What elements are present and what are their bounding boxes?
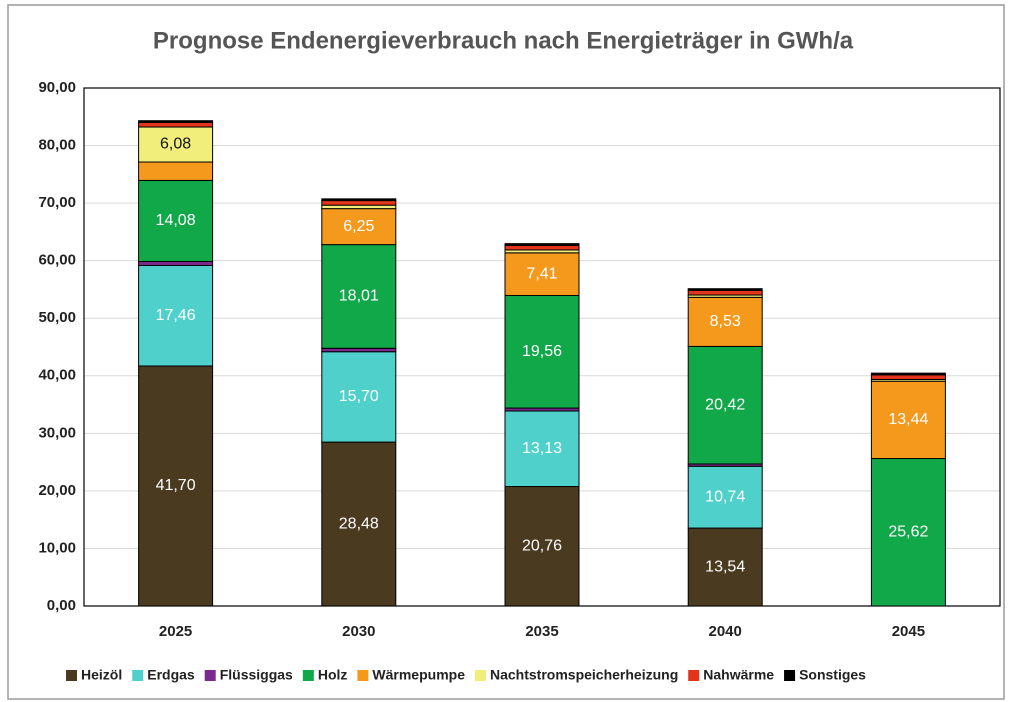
y-tick-label: 50,00 bbox=[38, 309, 76, 326]
bar-segment bbox=[138, 179, 214, 262]
bar-segment bbox=[138, 121, 214, 128]
value-label: 15,70 bbox=[339, 388, 379, 405]
legend-label: Holz bbox=[318, 667, 348, 683]
bar-segment bbox=[687, 465, 763, 529]
bar-segment bbox=[138, 365, 214, 607]
legend-label: Flüssiggas bbox=[220, 667, 293, 683]
y-tick-label: 40,00 bbox=[38, 367, 76, 384]
legend-label: Wärmepumpe bbox=[372, 667, 465, 683]
y-tick-label: 10,00 bbox=[38, 539, 76, 556]
bar-segment bbox=[687, 527, 763, 607]
bar-segment bbox=[870, 374, 946, 380]
bar-segment bbox=[504, 243, 580, 246]
bar-segment bbox=[870, 458, 946, 607]
legend-swatch bbox=[688, 670, 700, 681]
value-label: 25,62 bbox=[888, 523, 928, 540]
bar-segment bbox=[321, 347, 397, 353]
value-label: 14,08 bbox=[156, 212, 196, 229]
bar-segment bbox=[504, 486, 580, 607]
bar-segment bbox=[870, 380, 946, 460]
legend-swatch bbox=[784, 670, 796, 681]
bar-segment bbox=[138, 265, 214, 367]
bar-segment bbox=[138, 260, 214, 267]
legend-label: Sonstiges bbox=[799, 667, 866, 683]
legend-swatch bbox=[357, 670, 369, 681]
value-label: 7,41 bbox=[526, 265, 557, 282]
bar-segment bbox=[504, 410, 580, 488]
value-label: 13,13 bbox=[522, 440, 562, 457]
bar-segment bbox=[687, 289, 763, 296]
legend-label: Nahwärme bbox=[703, 667, 774, 683]
bar-segment bbox=[504, 294, 580, 409]
bar-segment bbox=[138, 120, 214, 123]
value-label: 20,76 bbox=[522, 537, 562, 554]
bar-segment bbox=[321, 204, 397, 210]
value-label: 8,53 bbox=[710, 313, 741, 330]
bar-segment bbox=[321, 208, 397, 246]
value-label: 10,74 bbox=[705, 488, 745, 505]
legend-label: Nachtstromspeicherheizung bbox=[490, 667, 678, 683]
bar-segment bbox=[138, 126, 214, 163]
value-label: 20,42 bbox=[705, 396, 745, 413]
bar-segment bbox=[321, 200, 397, 206]
bar-segment bbox=[504, 244, 580, 251]
legend-swatch bbox=[302, 670, 314, 681]
x-tick-label: 2045 bbox=[892, 623, 925, 640]
value-label: 17,46 bbox=[156, 307, 196, 324]
bar-segment bbox=[504, 252, 580, 296]
x-tick-label: 2025 bbox=[159, 623, 192, 640]
x-tick-label: 2030 bbox=[342, 623, 375, 640]
bar-segment bbox=[687, 345, 763, 465]
y-tick-label: 30,00 bbox=[38, 424, 76, 441]
value-label: 18,01 bbox=[339, 288, 379, 305]
y-tick-label: 90,00 bbox=[38, 79, 76, 96]
legend-swatch bbox=[132, 670, 144, 681]
bar-segment bbox=[321, 244, 397, 349]
bar-segment bbox=[321, 441, 397, 607]
value-label: 41,70 bbox=[156, 477, 196, 494]
bar-segment bbox=[321, 351, 397, 443]
value-label: 13,54 bbox=[705, 558, 745, 575]
bar-segment bbox=[687, 288, 763, 291]
legend-swatch bbox=[204, 670, 216, 681]
y-tick-label: 80,00 bbox=[38, 137, 76, 154]
value-label: 13,44 bbox=[888, 411, 928, 428]
bar-segment bbox=[870, 372, 946, 376]
value-label: 28,48 bbox=[339, 515, 379, 532]
legend-swatch bbox=[66, 670, 77, 681]
x-tick-label: 2035 bbox=[525, 623, 558, 640]
y-tick-label: 60,00 bbox=[38, 252, 76, 269]
x-tick-label: 2040 bbox=[709, 623, 742, 640]
y-tick-label: 70,00 bbox=[38, 194, 76, 211]
y-tick-label: 0,00 bbox=[47, 597, 76, 614]
legend-label: Erdgas bbox=[147, 667, 195, 683]
chart-title: Prognose Endenergieverbrauch nach Energi… bbox=[153, 27, 854, 54]
bar-segment bbox=[687, 296, 763, 347]
bar-segment bbox=[138, 161, 214, 181]
value-label: 19,56 bbox=[522, 343, 562, 360]
y-tick-label: 20,00 bbox=[38, 482, 76, 499]
value-label: 6,08 bbox=[160, 136, 191, 153]
bar-segment bbox=[321, 198, 397, 202]
legend-label: Heizöl bbox=[81, 667, 122, 683]
legend-swatch bbox=[474, 670, 486, 681]
value-label: 6,25 bbox=[343, 218, 374, 235]
